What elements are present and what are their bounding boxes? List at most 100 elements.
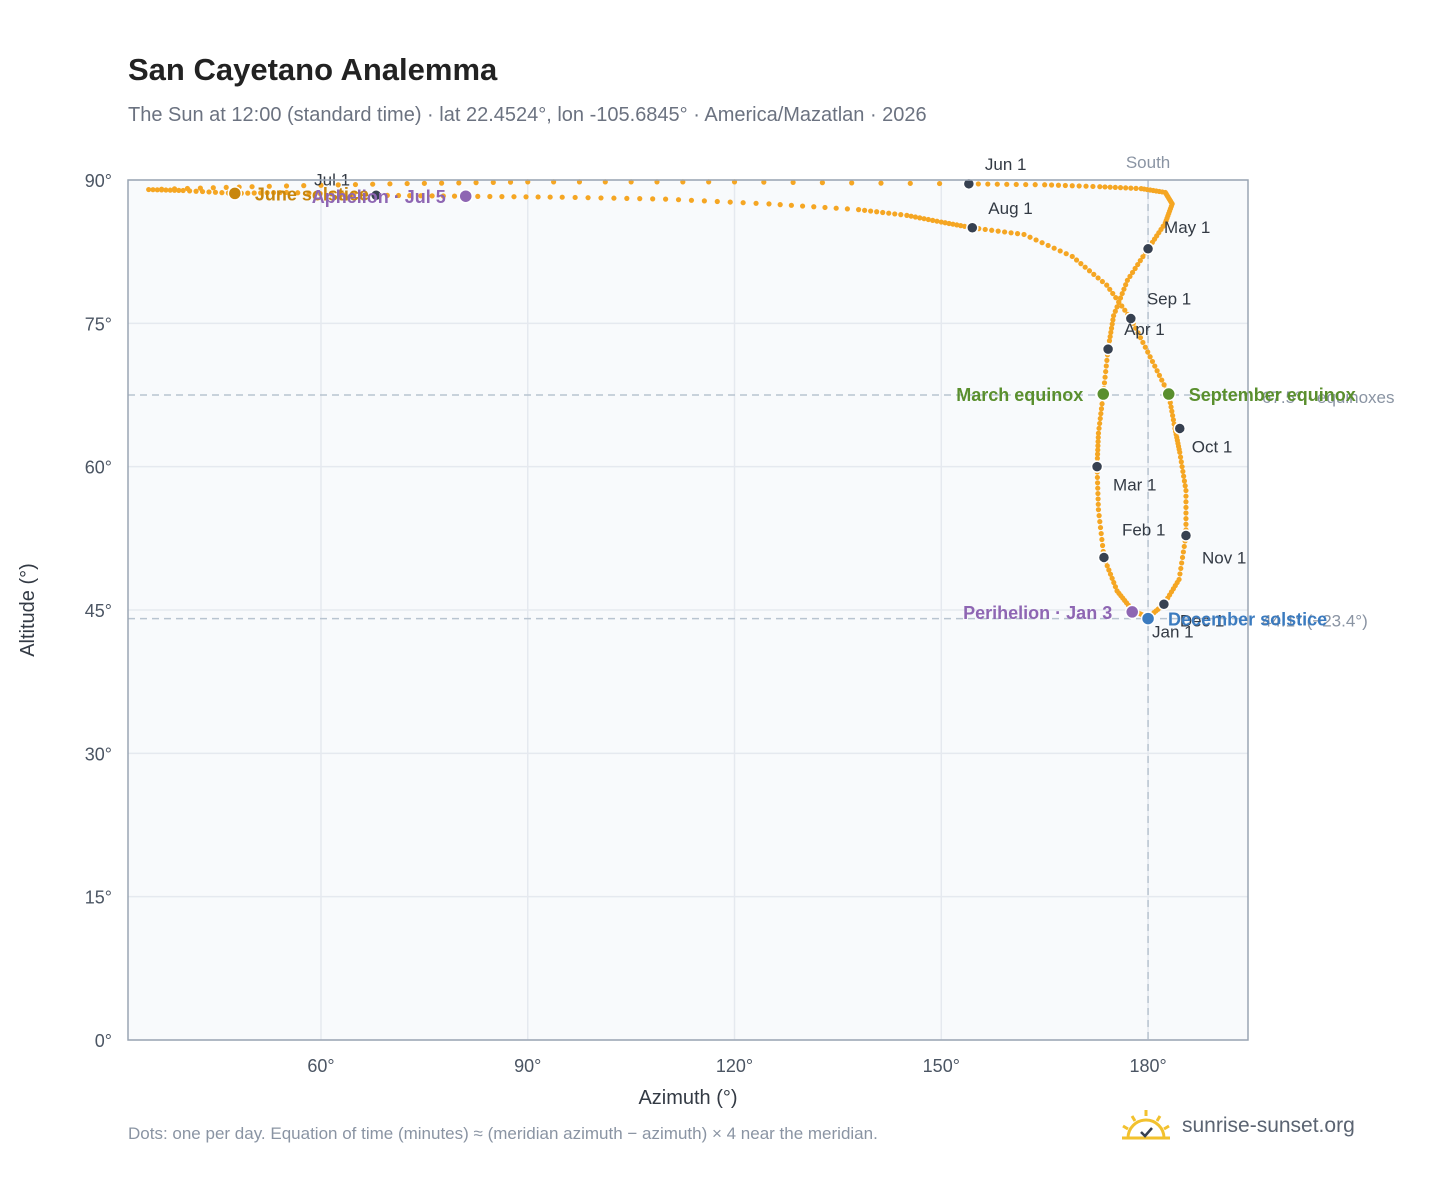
daily-sun-dot bbox=[1147, 354, 1153, 360]
daily-sun-dot bbox=[1078, 261, 1084, 267]
daily-sun-dot bbox=[1099, 542, 1106, 549]
daily-sun-dot bbox=[1183, 516, 1189, 522]
daily-sun-dot bbox=[1180, 549, 1186, 555]
daily-sun-dot bbox=[1117, 295, 1124, 301]
daily-sun-dot bbox=[223, 184, 229, 191]
daily-sun-dot bbox=[1169, 408, 1175, 414]
daily-sun-dot bbox=[193, 188, 199, 194]
event-label: Perihelion · Jan 3 bbox=[963, 603, 1112, 623]
daily-sun-dot bbox=[811, 204, 817, 210]
daily-sun-dot bbox=[1097, 519, 1103, 525]
daily-sun-dot bbox=[1132, 265, 1138, 272]
daily-sun-dot bbox=[1008, 230, 1014, 236]
daily-sun-dot bbox=[912, 214, 919, 220]
daily-sun-dot bbox=[283, 183, 290, 189]
month-marker-label: Jan 1 bbox=[1152, 623, 1194, 642]
daily-sun-dot bbox=[819, 180, 826, 186]
daily-sun-dot bbox=[1027, 234, 1033, 240]
brand[interactable]: sunrise-sunset.org bbox=[1120, 1104, 1355, 1148]
daily-sun-dot bbox=[1177, 571, 1183, 577]
daily-sun-dot bbox=[925, 216, 931, 223]
daily-sun-dot bbox=[1127, 273, 1133, 279]
event-marker-dot bbox=[1096, 386, 1111, 402]
daily-sun-dot bbox=[1183, 521, 1189, 527]
y-axis-label: Altitude (°) bbox=[17, 563, 39, 657]
daily-sun-dot bbox=[1103, 363, 1109, 369]
daily-sun-dot bbox=[251, 190, 257, 196]
daily-sun-dot bbox=[1110, 317, 1116, 323]
daily-sun-dot bbox=[892, 211, 898, 217]
y-tick-label: 90° bbox=[85, 171, 112, 191]
daily-sun-dot bbox=[1114, 304, 1120, 310]
daily-sun-dot bbox=[490, 179, 496, 185]
daily-sun-dot bbox=[1099, 278, 1105, 285]
daily-sun-dot bbox=[1111, 313, 1117, 319]
daily-sun-dot bbox=[1086, 268, 1093, 274]
y-tick-label: 0° bbox=[95, 1031, 112, 1051]
daily-sun-dot bbox=[295, 190, 301, 196]
event-marker-dot bbox=[1161, 386, 1176, 402]
daily-sun-dot bbox=[1095, 447, 1101, 453]
daily-sun-dot bbox=[1104, 357, 1110, 363]
plot-frame bbox=[127, 179, 1249, 1041]
month-marker-dot bbox=[1124, 312, 1138, 325]
daily-sun-dot bbox=[395, 192, 402, 199]
month-marker-dot bbox=[1173, 422, 1187, 435]
chart-subtitle: The Sun at 12:00 (standard time) · lat 2… bbox=[128, 104, 927, 126]
month-marker-label: Mar 1 bbox=[1113, 476, 1156, 495]
month-marker-label: Aug 1 bbox=[988, 199, 1032, 218]
y-tick-label: 15° bbox=[85, 888, 112, 908]
daily-sun-dot bbox=[1033, 237, 1039, 243]
daily-sun-dot bbox=[352, 181, 359, 188]
daily-sun-dot bbox=[1062, 182, 1068, 189]
daily-sun-dot bbox=[1123, 282, 1129, 288]
daily-sun-dot bbox=[167, 187, 173, 193]
daily-sun-dot bbox=[1112, 308, 1118, 314]
daily-sun-dot bbox=[210, 185, 216, 191]
daily-sun-dot bbox=[930, 217, 936, 223]
daily-sun-dot bbox=[1098, 406, 1105, 412]
daily-sun-dot bbox=[985, 181, 991, 187]
daily-sun-dot bbox=[1014, 231, 1021, 237]
daily-sun-dot bbox=[878, 180, 884, 186]
daily-sun-dot bbox=[258, 190, 264, 196]
x-tick-label: 180° bbox=[1129, 1056, 1166, 1076]
daily-sun-dot bbox=[982, 226, 988, 233]
daily-sun-dot bbox=[1095, 501, 1101, 507]
daily-sun-dot bbox=[1107, 571, 1114, 577]
daily-sun-dot bbox=[283, 189, 290, 196]
daily-sun-dot bbox=[790, 179, 796, 185]
daily-sun-dot bbox=[975, 181, 981, 187]
daily-sun-dot bbox=[1137, 335, 1144, 341]
daily-sun-dot bbox=[714, 198, 720, 205]
daily-sun-dot bbox=[1083, 183, 1089, 189]
daily-sun-dot bbox=[1102, 184, 1108, 190]
daily-sun-dot bbox=[995, 228, 1001, 234]
daily-sun-dot bbox=[989, 227, 995, 233]
daily-sun-dot bbox=[1095, 275, 1101, 281]
daily-sun-dot bbox=[942, 220, 948, 226]
daily-sun-dot bbox=[1145, 349, 1151, 355]
sun-logo-icon bbox=[1122, 1110, 1170, 1140]
daily-sun-dot bbox=[328, 191, 334, 197]
daily-sun-dot bbox=[874, 209, 880, 215]
daily-sun-dot bbox=[1095, 443, 1101, 449]
daily-sun-dot bbox=[1161, 382, 1167, 388]
daily-sun-dot bbox=[1181, 543, 1187, 550]
daily-sun-dot bbox=[917, 215, 923, 221]
daily-sun-dot bbox=[362, 192, 368, 198]
daily-sun-dot bbox=[954, 222, 960, 228]
daily-sun-dot bbox=[1116, 299, 1122, 306]
daily-sun-dot bbox=[1183, 493, 1189, 499]
daily-sun-dot bbox=[1109, 575, 1115, 581]
event-label: September equinox bbox=[1189, 385, 1356, 405]
daily-sun-dot bbox=[753, 200, 759, 206]
daily-sun-dot bbox=[1106, 567, 1112, 573]
daily-sun-dot bbox=[249, 184, 255, 190]
daily-sun-dot bbox=[1004, 181, 1010, 187]
month-marker-dot bbox=[1090, 460, 1104, 473]
month-marker-dot bbox=[1157, 598, 1171, 611]
daily-sun-dot bbox=[1032, 182, 1038, 188]
month-marker-label: Nov 1 bbox=[1202, 548, 1246, 567]
month-marker-dot bbox=[966, 221, 979, 235]
